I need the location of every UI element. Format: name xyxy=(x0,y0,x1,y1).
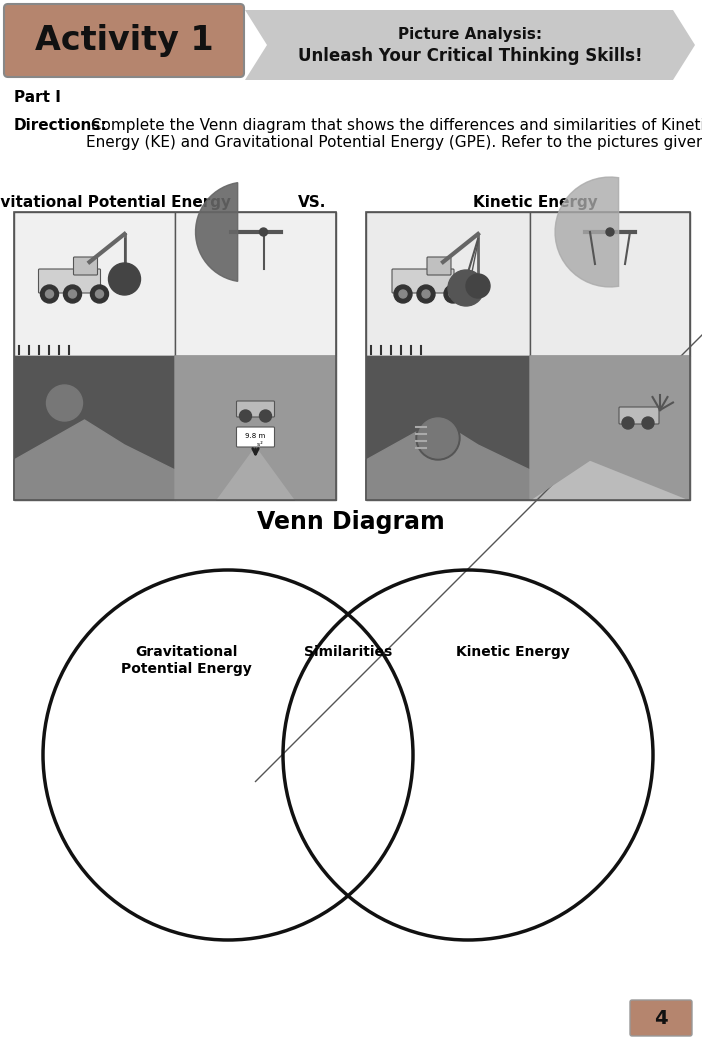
FancyBboxPatch shape xyxy=(4,4,244,77)
Text: Kinetic Energy: Kinetic Energy xyxy=(472,195,597,211)
Text: Venn Diagram: Venn Diagram xyxy=(257,510,445,534)
Polygon shape xyxy=(245,10,695,80)
Text: Part I: Part I xyxy=(14,90,61,105)
FancyBboxPatch shape xyxy=(74,257,98,275)
Circle shape xyxy=(260,228,267,236)
Text: VS.: VS. xyxy=(298,195,326,211)
Bar xyxy=(530,356,690,500)
Text: Kinetic Energy: Kinetic Energy xyxy=(456,645,570,658)
Circle shape xyxy=(69,290,77,298)
Bar xyxy=(175,356,336,500)
Circle shape xyxy=(622,417,634,429)
Text: s²: s² xyxy=(249,442,263,447)
Bar xyxy=(530,212,690,356)
Bar xyxy=(366,212,530,356)
Text: Similarities: Similarities xyxy=(304,645,392,658)
Circle shape xyxy=(444,285,462,303)
Text: 9.8 m: 9.8 m xyxy=(246,433,265,439)
Polygon shape xyxy=(530,356,690,500)
Polygon shape xyxy=(14,420,175,500)
Circle shape xyxy=(91,285,109,303)
Text: Gravitational Potential Energy: Gravitational Potential Energy xyxy=(0,195,230,211)
Circle shape xyxy=(417,285,435,303)
FancyBboxPatch shape xyxy=(39,269,100,293)
Polygon shape xyxy=(175,356,336,500)
Circle shape xyxy=(606,228,614,236)
Text: 4: 4 xyxy=(654,1009,668,1028)
Text: Unleash Your Critical Thinking Skills!: Unleash Your Critical Thinking Skills! xyxy=(298,47,642,65)
Bar xyxy=(366,212,690,500)
Text: Gravitational
Potential Energy: Gravitational Potential Energy xyxy=(121,645,251,676)
Text: Picture Analysis:: Picture Analysis: xyxy=(398,27,542,41)
FancyBboxPatch shape xyxy=(630,1000,692,1036)
Bar xyxy=(530,356,690,500)
Circle shape xyxy=(95,290,103,298)
Text: Directions:: Directions: xyxy=(14,118,107,133)
FancyBboxPatch shape xyxy=(237,427,274,447)
Circle shape xyxy=(44,383,84,423)
Polygon shape xyxy=(555,177,618,287)
Circle shape xyxy=(63,285,81,303)
FancyBboxPatch shape xyxy=(237,401,274,417)
FancyBboxPatch shape xyxy=(427,257,451,275)
FancyBboxPatch shape xyxy=(392,269,454,293)
Bar xyxy=(14,356,175,500)
Bar xyxy=(14,212,175,356)
Text: Complete the Venn diagram that shows the differences and similarities of Kinetic: Complete the Venn diagram that shows the… xyxy=(86,118,702,150)
Circle shape xyxy=(46,290,53,298)
Circle shape xyxy=(448,270,484,306)
Circle shape xyxy=(109,263,140,295)
Bar xyxy=(366,356,530,500)
Circle shape xyxy=(449,290,457,298)
Circle shape xyxy=(260,410,272,422)
Circle shape xyxy=(466,274,490,298)
Circle shape xyxy=(422,290,430,298)
Polygon shape xyxy=(366,420,530,500)
Text: Activity 1: Activity 1 xyxy=(34,24,213,57)
Circle shape xyxy=(418,418,458,458)
Circle shape xyxy=(416,416,460,460)
Circle shape xyxy=(239,410,251,422)
Bar xyxy=(175,356,336,500)
Circle shape xyxy=(642,417,654,429)
Bar xyxy=(14,212,336,500)
Polygon shape xyxy=(196,183,238,281)
Circle shape xyxy=(399,290,407,298)
FancyBboxPatch shape xyxy=(619,407,659,424)
Bar xyxy=(366,356,530,500)
Bar xyxy=(175,212,336,356)
Circle shape xyxy=(394,285,412,303)
Bar xyxy=(14,356,175,500)
Circle shape xyxy=(46,385,83,421)
Circle shape xyxy=(41,285,58,303)
